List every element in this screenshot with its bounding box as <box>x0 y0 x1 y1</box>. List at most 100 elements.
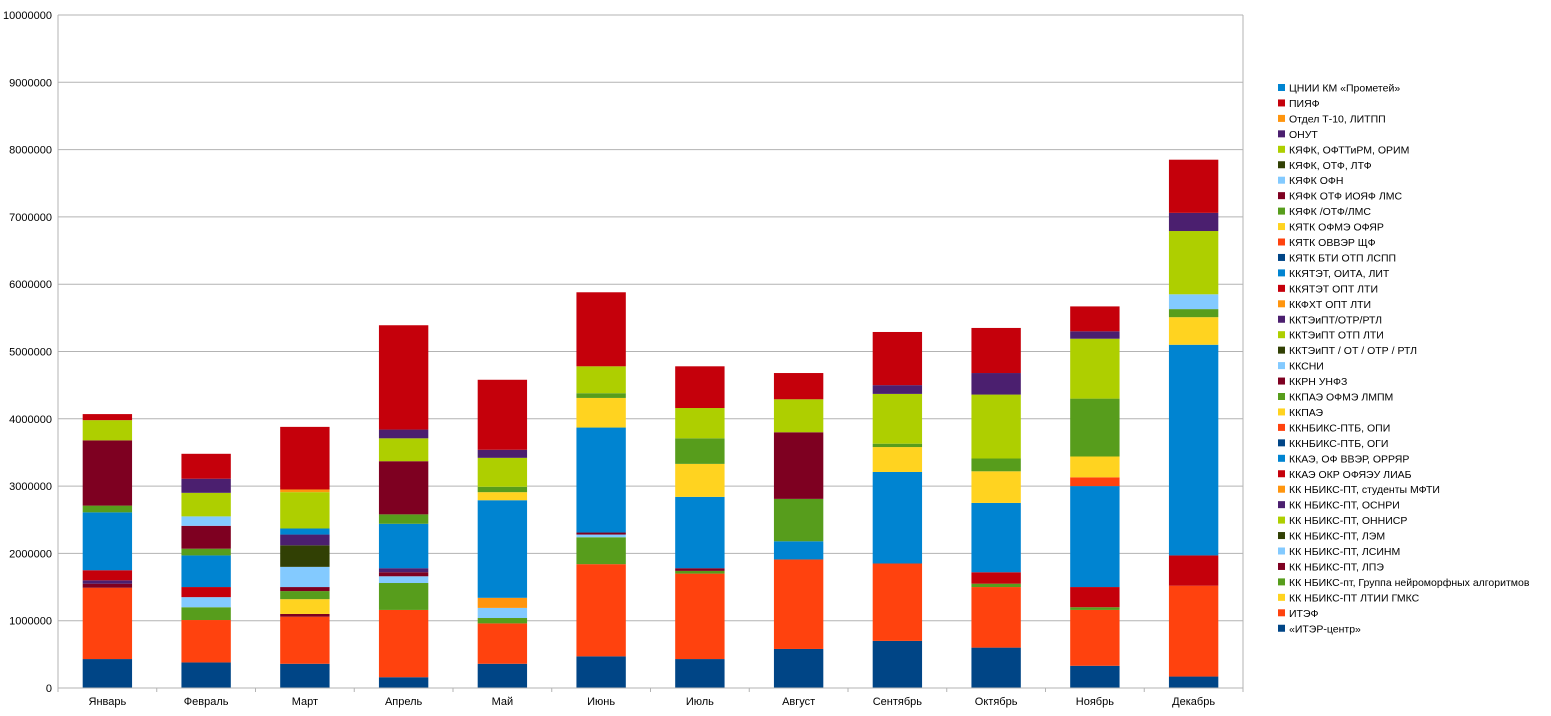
bar-segment <box>477 492 528 501</box>
y-tick-label: 6000000 <box>9 279 52 291</box>
bar-segment <box>1070 456 1120 478</box>
bar-segment <box>675 438 725 464</box>
bar-segment <box>280 591 330 600</box>
grid-lines <box>57 14 1244 689</box>
y-tick-label: 9000000 <box>9 77 52 89</box>
bar-segment <box>971 327 1021 374</box>
bar-segment <box>773 399 824 433</box>
bar-segment <box>1168 159 1219 213</box>
x-tick-label: Март <box>292 696 318 708</box>
legend-swatch <box>1278 315 1285 323</box>
y-tick-label: 7000000 <box>9 212 52 224</box>
legend-swatch <box>1278 331 1285 339</box>
legend-label: КК НБИКС-ПТ, студенты МФТИ <box>1289 484 1440 496</box>
legend-label: КК НБИКС-пт, Группа нейроморфных алгорит… <box>1289 577 1530 589</box>
x-tick-label: Октябрь <box>975 696 1018 708</box>
bar-segment <box>1070 398 1120 457</box>
legend-swatch <box>1278 114 1285 122</box>
legend-label: КК НБИКС-ПТ, ЛПЭ <box>1289 561 1384 573</box>
legend-swatch <box>1278 516 1285 524</box>
bar-segment <box>675 659 725 688</box>
bar-segment <box>82 414 133 421</box>
legend-label: ОНУТ <box>1289 129 1318 141</box>
legend-label: КЯТК БТИ ОТП ЛСПП <box>1289 252 1396 264</box>
bar-segment <box>872 563 923 641</box>
bar-segment <box>181 620 231 663</box>
y-tick-label: 8000000 <box>9 145 52 157</box>
bar-segment <box>82 570 133 581</box>
legend-label: КЯФК, ОТФ, ЛТФ <box>1289 160 1372 172</box>
legend-label: КЯФК, ОФТТиРМ, ОРИМ <box>1289 144 1409 156</box>
bar-segment <box>1070 607 1120 610</box>
bar-segment <box>1168 294 1219 310</box>
bar-segment <box>971 583 1021 588</box>
legend-label: ККТЭиПТ ОТП ЛТИ <box>1289 330 1384 342</box>
legend-label: КК НБИКС-ПТ, ОННИСР <box>1289 515 1407 527</box>
legend-label: ККНБИКС-ПТБ, ОГИ <box>1289 438 1388 450</box>
bar-segment <box>872 385 923 394</box>
bar-segment <box>576 532 626 535</box>
legend-label: ККАЭ ОКР ОФЯЭУ ЛИАБ <box>1289 469 1412 481</box>
bar-segment <box>82 505 133 513</box>
legend-swatch <box>1278 223 1285 231</box>
legend-label: ККТЭиПТ/ОТР/РТЛ <box>1289 314 1382 326</box>
x-tick-label: Декабрь <box>1172 696 1215 708</box>
bar-segment <box>675 573 725 660</box>
x-axis-ticks: Январь Февраль Март Апрель Май Июнь Июль Август… <box>57 687 1244 708</box>
bar-segment <box>675 408 725 439</box>
bar-segment <box>378 438 429 462</box>
bar-segment <box>1070 609 1120 666</box>
bar-segment <box>675 366 725 409</box>
legend-swatch <box>1278 562 1285 570</box>
legend-label: ККНБИКС-ПТБ, ОПИ <box>1289 422 1390 434</box>
bar-segment <box>872 393 923 444</box>
bar-segment <box>1070 338 1120 399</box>
bar-segment <box>477 486 528 493</box>
legend-swatch <box>1278 253 1285 261</box>
bar-segment <box>576 656 626 688</box>
bar-segment <box>378 572 429 577</box>
legend-swatch <box>1278 284 1285 292</box>
legend-swatch <box>1278 145 1285 153</box>
bar-segment <box>280 587 330 592</box>
bar-segment <box>675 568 725 571</box>
bar-segment <box>477 623 528 664</box>
legend-label: ККТЭиПТ / ОТ / ОТР / РТЛ <box>1289 345 1417 357</box>
bar-segment <box>576 427 626 533</box>
bar-segment <box>872 447 923 472</box>
bar-segment <box>181 548 231 556</box>
bar-segment <box>773 373 824 400</box>
legend-label: ККСНИ <box>1289 361 1324 373</box>
bar-segment <box>1070 486 1120 588</box>
bar-segment <box>576 292 626 367</box>
bar-segment <box>378 677 429 688</box>
bar-segment <box>1168 585 1219 677</box>
bar-segment <box>477 379 528 450</box>
legend-swatch <box>1278 300 1285 308</box>
bar-segment <box>576 564 626 657</box>
legend-swatch <box>1278 454 1285 462</box>
bar-segment <box>1168 555 1219 586</box>
bar-segment <box>378 576 429 584</box>
legend-swatch <box>1278 377 1285 385</box>
bar-segment <box>181 525 231 549</box>
y-tick-label: 10000000 <box>3 10 52 22</box>
legend-label: КЯТК ОВВЭР ЩФ <box>1289 237 1376 249</box>
legend-label: ККЯТЭТ, ОИТА, ЛИТ <box>1289 268 1390 280</box>
legend-swatch <box>1278 547 1285 555</box>
legend-label: ККФХТ ОПТ ЛТИ <box>1289 299 1371 311</box>
legend-label: КЯФК ОТФ ИОЯФ ЛМС <box>1289 191 1402 203</box>
bar-segment <box>1070 306 1120 332</box>
bar-segment <box>280 663 330 688</box>
legend-label: КЯФК ОФН <box>1289 175 1343 187</box>
legend-swatch <box>1278 609 1285 617</box>
bar-segment <box>82 440 133 506</box>
legend-label: «ИТЭР-центр» <box>1289 623 1361 635</box>
bar-segment <box>280 489 330 493</box>
legend-label: Отдел Т-10, ЛИТПП <box>1289 113 1386 125</box>
bar-segment <box>1070 331 1120 339</box>
bar-segment <box>971 373 1021 395</box>
bar-segment <box>675 496 725 569</box>
bar-segment <box>280 492 330 529</box>
